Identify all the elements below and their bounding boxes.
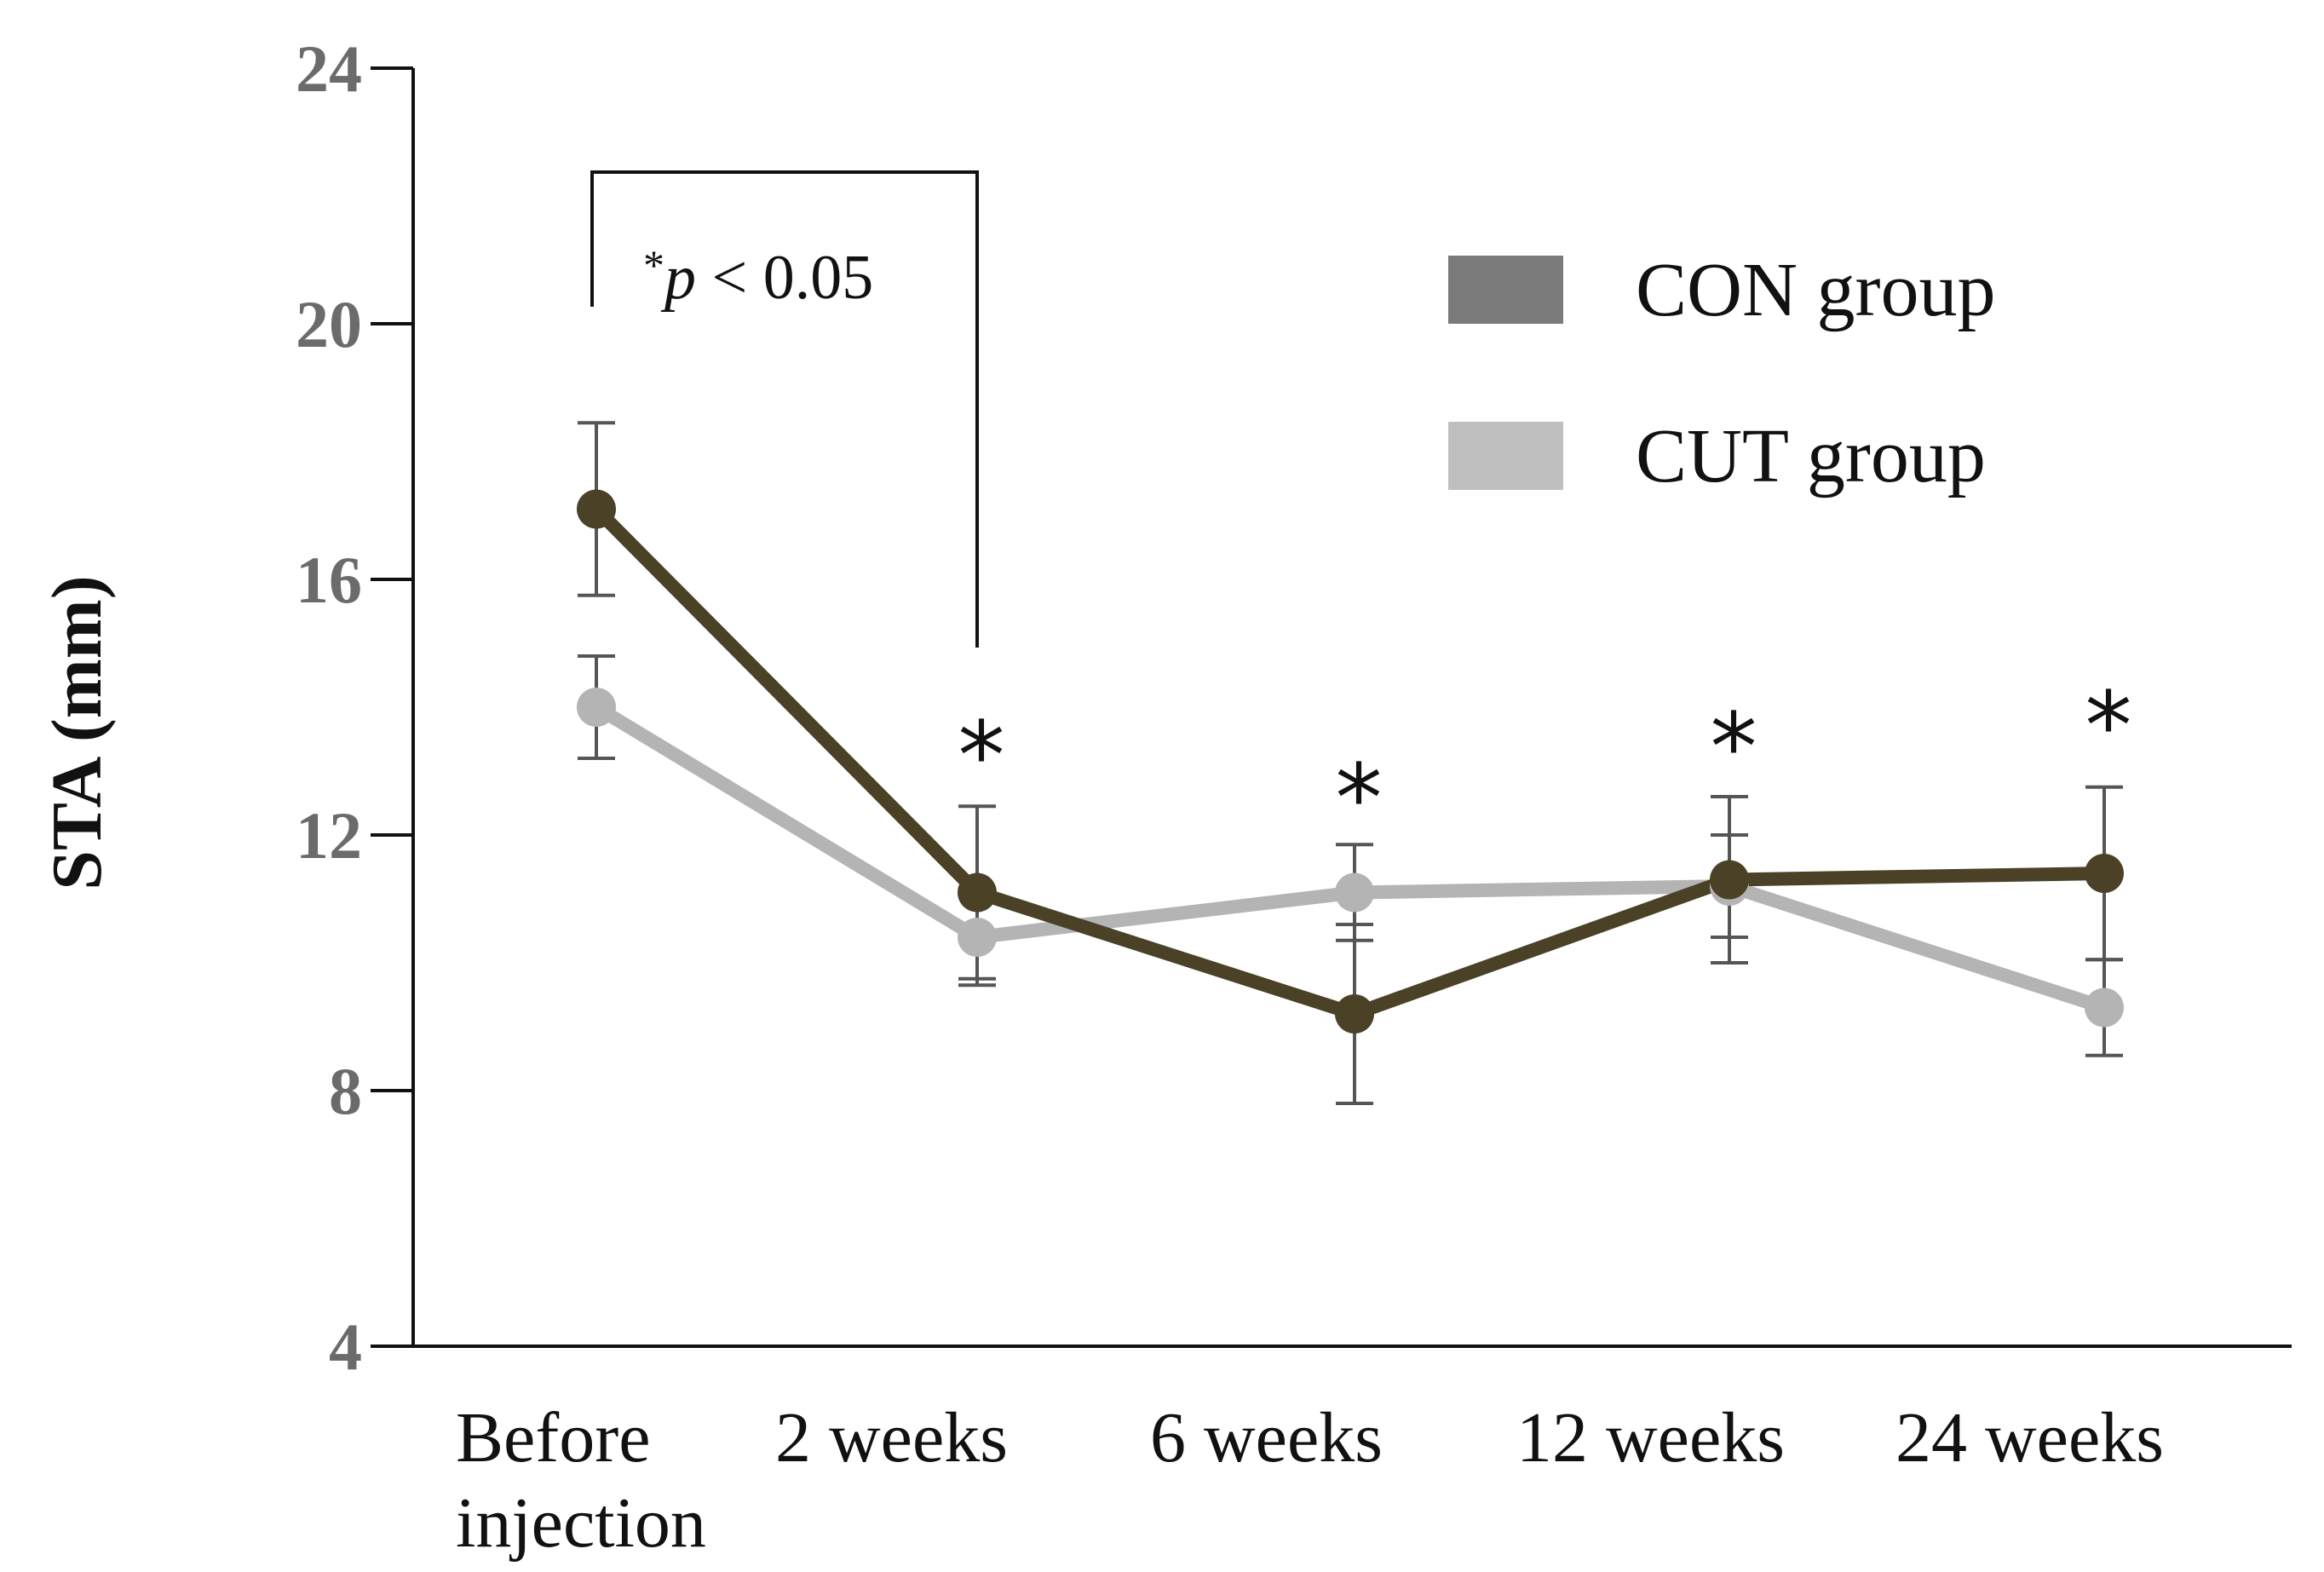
significance-star: * (2085, 671, 2132, 780)
data-point-con (1710, 860, 1749, 900)
data-point-cut (577, 688, 616, 727)
significance-star: * (1711, 693, 1757, 802)
data-point-con (958, 872, 997, 913)
significance-bracket (590, 170, 979, 648)
x-tick-label: 12 weeks (1516, 1398, 1785, 1477)
y-tick-label: 16 (296, 543, 362, 617)
x-tick-label: Before (456, 1398, 651, 1477)
data-point-con (1335, 994, 1374, 1034)
data-point-cut (958, 918, 997, 957)
significance-star: * (1336, 744, 1383, 853)
x-tick-label: injection (456, 1483, 706, 1563)
p-value-note: *p < 0.05 (643, 241, 873, 313)
data-point-cut (2085, 988, 2124, 1028)
x-tick-label: 2 weeks (775, 1398, 1008, 1477)
y-tick-label: 24 (296, 32, 362, 106)
y-tick-label: 20 (296, 287, 362, 361)
legend-label-cut: CUT group (1636, 414, 1986, 498)
y-tick-label: 4 (329, 1310, 362, 1384)
legend-swatch-con (1448, 256, 1563, 324)
y-tick-label: 8 (329, 1054, 362, 1128)
data-point-con (2085, 854, 2124, 893)
significance-star: * (958, 701, 1005, 810)
x-tick-label: 6 weeks (1150, 1398, 1383, 1477)
data-point-cut (1335, 872, 1374, 913)
y-axis-title: STA (mm) (37, 575, 117, 890)
x-tick-label: 24 weeks (1895, 1398, 2164, 1477)
legend-label-con: CON group (1636, 248, 1996, 332)
data-point-con (577, 489, 616, 529)
y-tick-label: 12 (296, 798, 362, 872)
legend-swatch-cut (1448, 422, 1563, 490)
